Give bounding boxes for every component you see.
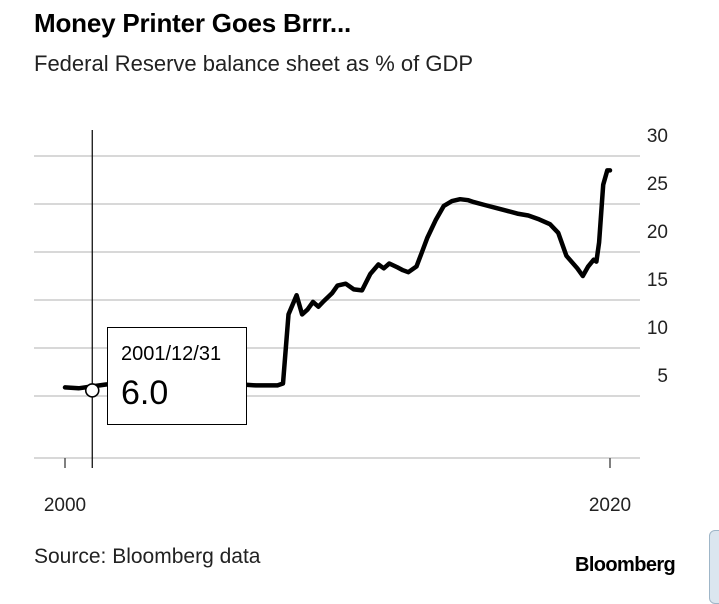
chart-title: Money Printer Goes Brrr... — [34, 8, 352, 38]
highlight-point[interactable] — [84, 383, 100, 398]
y-tick-label-15: 15 — [647, 270, 668, 291]
y-tick-labels: 5 10 15 20 25 30 — [647, 126, 668, 387]
y-tick-label-25: 25 — [647, 174, 668, 195]
x-tick-labels: 2000 2020 — [44, 495, 631, 516]
x-tick-label-2020: 2020 — [589, 495, 631, 516]
chart-subtitle: Federal Reserve balance sheet as % of GD… — [34, 51, 474, 76]
y-tick-label-5: 5 — [657, 366, 668, 387]
tooltip: 2001/12/31 6.0 — [107, 327, 247, 425]
edge-tab — [709, 530, 719, 604]
tooltip-date: 2001/12/31 — [121, 343, 222, 365]
bloomberg-logo: Bloomberg — [575, 554, 676, 576]
y-tick-label-30: 30 — [647, 126, 668, 147]
x-tick-label-2000: 2000 — [44, 495, 86, 516]
source-note: Source: Bloomberg data — [34, 545, 261, 568]
x-tick-marks — [64, 458, 611, 468]
tooltip-value: 6.0 — [121, 374, 169, 412]
y-tick-label-10: 10 — [647, 318, 668, 339]
y-tick-label-20: 20 — [647, 222, 668, 243]
